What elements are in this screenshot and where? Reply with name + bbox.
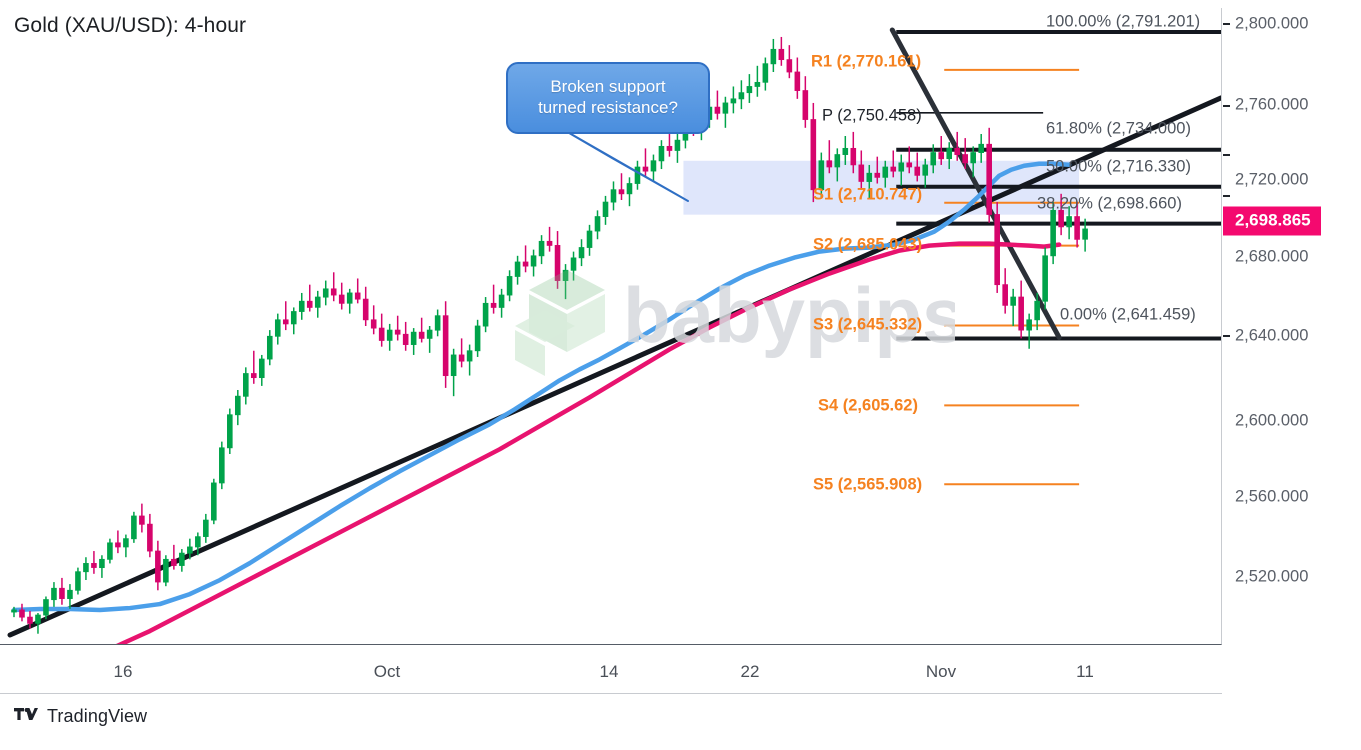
ma-fast-line — [11, 161, 1072, 613]
time-axis[interactable]: 16 Oct 14 22 Nov 11 — [0, 646, 1222, 694]
fib-label-100: 100.00% (2,791.201) — [1046, 12, 1201, 31]
axis-tick-mark — [1223, 195, 1230, 197]
price-axis[interactable]: 2,800.000 2,760.000 2,720.000 2,698.865 … — [1223, 8, 1361, 645]
pivot-label-r1: R1 (2,770.161) — [811, 52, 922, 71]
ascending-trendline — [7, 95, 1221, 638]
axis-tick-mark — [1223, 154, 1230, 156]
time-tick-22: 22 — [740, 662, 760, 681]
ma-slow-line — [116, 241, 1062, 644]
current-price-badge: 2,698.865 — [1223, 206, 1321, 236]
price-tick-2600: 2,600.000 — [1235, 411, 1309, 430]
pivot-label-s1: S1 (2,710.747) — [813, 185, 923, 204]
price-tick-2800: 2,800.000 — [1235, 14, 1309, 33]
candlestick-series — [11, 36, 1088, 634]
pivot-label-s4: S4 (2,605.62) — [818, 396, 918, 415]
time-tick-14: 14 — [599, 662, 619, 681]
time-tick-nov: Nov — [925, 662, 957, 681]
fib-label-382: 38.20% (2,698.660) — [1037, 194, 1182, 213]
time-tick-11: 11 — [1076, 662, 1094, 681]
pivot-label-s5: S5 (2,565.908) — [813, 475, 923, 494]
tradingview-logo-icon — [14, 708, 38, 720]
fib-label-50: 50.00% (2,716.330) — [1046, 157, 1191, 176]
time-tick-16: 16 — [113, 662, 133, 681]
time-tick-oct: Oct — [373, 662, 401, 681]
price-tick-2720: 2,720.000 — [1235, 170, 1309, 189]
axis-tick-mark — [1223, 335, 1230, 337]
callout-tail — [563, 129, 689, 202]
price-tick-2560: 2,560.000 — [1235, 487, 1309, 506]
axis-tick-mark — [1223, 23, 1230, 25]
chart-title: Gold (XAU/USD): 4-hour — [14, 14, 247, 37]
fib-label-618: 61.80% (2,734.000) — [1046, 119, 1191, 138]
annotation-callout[interactable]: Broken support turned resistance? — [506, 62, 710, 134]
pivot-label-p: P (2,750.458) — [822, 106, 922, 125]
tradingview-footer[interactable]: TradingView — [14, 706, 147, 727]
fib-lines — [896, 29, 1221, 341]
descending-trendline — [889, 27, 1062, 340]
chart-graphics — [7, 27, 1221, 644]
pivot-label-s2: S2 (2,685.043) — [813, 235, 923, 254]
tradingview-brand-name: TradingView — [47, 706, 148, 726]
pivot-label-s3: S3 (2,645.332) — [813, 315, 923, 334]
fib-label-0: 0.00% (2,641.459) — [1060, 305, 1196, 324]
price-tick-2640: 2,640.000 — [1235, 326, 1309, 345]
annotation-text: Broken support turned resistance? — [538, 77, 678, 117]
price-tick-2760: 2,760.000 — [1235, 95, 1309, 114]
price-tick-2520: 2,520.000 — [1235, 567, 1309, 586]
axis-tick-mark — [1223, 105, 1230, 107]
price-tick-2680: 2,680.000 — [1235, 247, 1309, 266]
